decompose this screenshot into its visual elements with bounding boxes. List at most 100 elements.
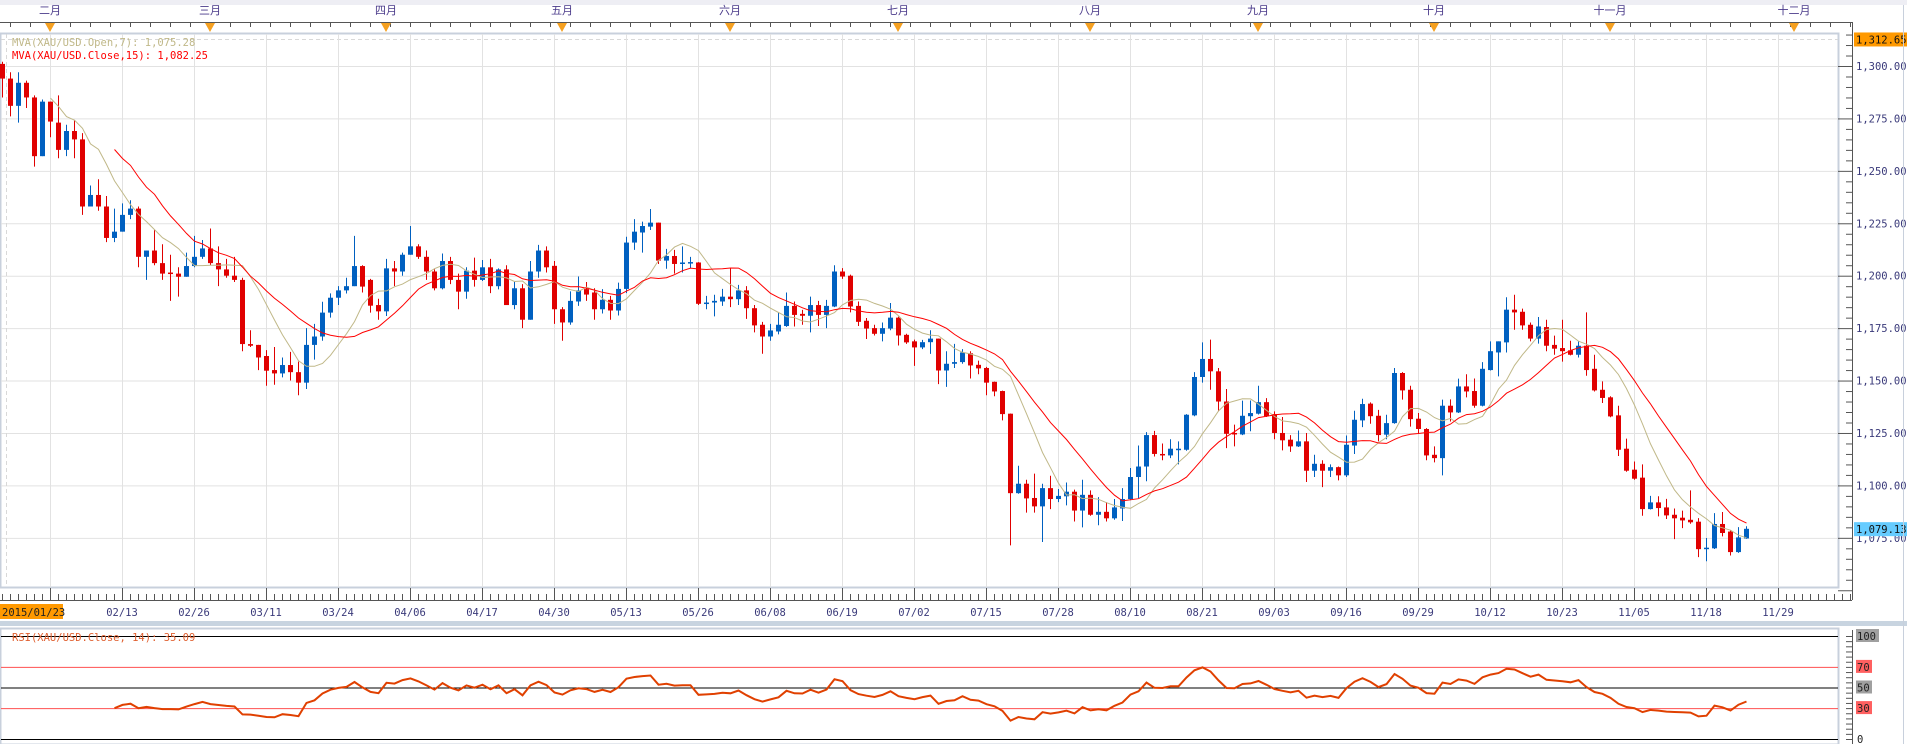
moving-averages	[50, 97, 1747, 539]
candle-up	[400, 254, 405, 272]
date-label: 10/12	[1474, 607, 1506, 619]
candle-down	[1232, 432, 1237, 435]
month-marker-icon	[725, 23, 735, 32]
month-marker-icon	[1789, 23, 1799, 32]
candle-up	[600, 299, 605, 310]
candle-down	[552, 265, 557, 310]
start-date-label: 2015/01/23	[2, 607, 65, 619]
candle-down	[24, 82, 29, 98]
candle-up	[1456, 386, 1461, 413]
date-axis: 02/13 02/26 03/11 03/24 04/06 04/17 04/30 05/13…	[0, 588, 1852, 619]
candle-down	[1208, 358, 1213, 372]
candle-down	[424, 256, 429, 272]
candle-down	[1264, 402, 1269, 417]
candle-down	[896, 317, 901, 336]
candle-up	[616, 288, 621, 311]
candle-down	[272, 370, 277, 374]
legend-mva-close: MVA(XAU/USD.Close,15): 1,082.25	[12, 50, 208, 62]
candle-up	[1112, 507, 1117, 519]
candle-up	[1016, 483, 1021, 494]
candle-down	[368, 279, 373, 306]
month-label: 十二月	[1778, 3, 1811, 17]
candle-down	[544, 250, 549, 268]
candle-up	[1744, 528, 1749, 539]
candle-up	[1176, 448, 1181, 451]
date-label: 09/03	[1258, 607, 1290, 619]
date-label: 09/16	[1330, 607, 1362, 619]
candle-up	[880, 328, 885, 334]
candle-up	[1248, 413, 1253, 417]
price-panel[interactable]	[0, 32, 1840, 589]
candle-down	[816, 305, 821, 315]
candle-up	[440, 261, 445, 289]
candle-up	[304, 344, 309, 383]
candle-up	[336, 290, 341, 298]
candle-down	[1448, 405, 1453, 413]
month-label: 七月	[887, 4, 909, 17]
candle-up	[1136, 466, 1141, 478]
candle-down	[216, 263, 221, 270]
candle-up	[1480, 368, 1485, 406]
rsi-panel[interactable]	[0, 627, 1840, 744]
candle-down	[224, 269, 229, 276]
candle-up	[952, 362, 957, 364]
candle-up	[1296, 441, 1301, 447]
candle-down	[1152, 435, 1157, 454]
candle-down	[1544, 327, 1549, 346]
candle-up	[1648, 502, 1653, 510]
month-marker-icon	[1085, 23, 1095, 32]
candle-down	[728, 296, 733, 300]
month-marker-icon	[1429, 23, 1439, 32]
month-label: 五月	[551, 4, 573, 17]
candle-down	[1400, 373, 1405, 391]
mva-open-line	[50, 97, 1747, 539]
candle-up	[40, 101, 45, 157]
candle-down	[432, 271, 437, 289]
candle-down	[392, 268, 397, 272]
candle-down	[1680, 517, 1685, 521]
candle-up	[1440, 405, 1445, 459]
date-label: 05/26	[682, 607, 714, 619]
date-label: 10/23	[1546, 607, 1578, 619]
candle-down	[1608, 397, 1613, 417]
candle-down	[1424, 428, 1429, 456]
candle-down	[1048, 488, 1053, 500]
candle-down	[520, 288, 525, 320]
candle-down	[1688, 519, 1693, 523]
candle-up	[344, 286, 349, 291]
candle-down	[752, 308, 757, 326]
candle-up	[1120, 499, 1125, 509]
candle-down	[8, 78, 13, 106]
candle-up	[1328, 467, 1333, 471]
month-label: 四月	[375, 4, 397, 17]
candle-up	[824, 305, 829, 315]
candle-up	[1712, 523, 1717, 549]
candle-up	[352, 266, 357, 287]
date-label: 11/05	[1618, 607, 1650, 619]
high-price-badge	[1854, 32, 1907, 47]
candle-down	[1472, 391, 1477, 406]
candle-down	[672, 255, 677, 264]
candle-down	[1368, 403, 1373, 417]
date-label: 03/24	[322, 607, 354, 619]
legend-mva-open: MVA(XAU/USD.Open,7): 1,075.28	[12, 37, 195, 49]
candle-up	[1352, 419, 1357, 446]
candle-up	[920, 342, 925, 348]
candle-up	[1392, 373, 1397, 424]
candle-down	[864, 320, 869, 329]
candle-up	[184, 266, 189, 277]
candle-down	[1560, 348, 1565, 352]
candle-up	[128, 208, 133, 215]
candle-up	[1256, 402, 1261, 414]
candle-up	[112, 231, 117, 238]
month-label: 六月	[719, 4, 741, 17]
candle-down	[968, 353, 973, 366]
candle-down	[760, 324, 765, 337]
candle-up	[888, 317, 893, 329]
candle-down	[1272, 414, 1277, 433]
month-label: 二月	[39, 4, 61, 17]
price-label: 1,250.00	[1856, 166, 1907, 178]
panel-separator[interactable]	[0, 621, 1907, 626]
month-marker-icon	[557, 23, 567, 32]
